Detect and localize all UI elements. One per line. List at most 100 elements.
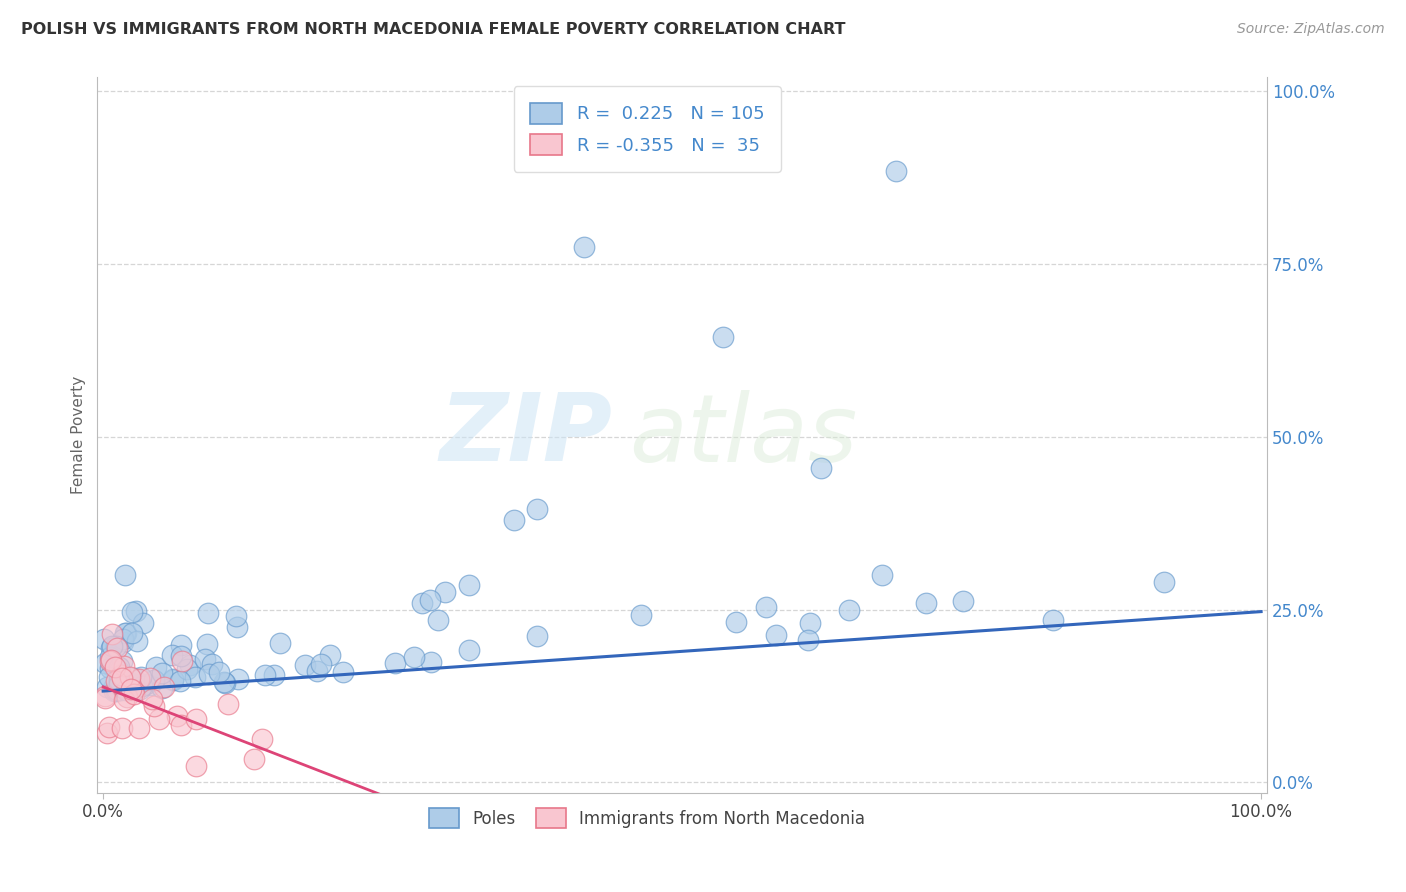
Point bbox=[458, 578, 481, 592]
Point bbox=[176, 663, 198, 677]
Text: ZIP: ZIP bbox=[439, 389, 612, 481]
Point bbox=[169, 674, 191, 689]
Point bbox=[197, 606, 219, 620]
Point bbox=[104, 660, 127, 674]
Point bbox=[526, 629, 548, 643]
Point bbox=[254, 668, 277, 682]
Point bbox=[952, 594, 974, 608]
Point bbox=[121, 626, 143, 640]
Text: atlas: atlas bbox=[630, 390, 858, 481]
Point bbox=[96, 680, 118, 694]
Point bbox=[886, 163, 908, 178]
Point bbox=[129, 682, 152, 697]
Point bbox=[269, 636, 291, 650]
Y-axis label: Female Poverty: Female Poverty bbox=[72, 376, 86, 494]
Point bbox=[101, 659, 124, 673]
Point bbox=[142, 673, 165, 687]
Point bbox=[122, 671, 145, 685]
Point bbox=[419, 592, 441, 607]
Point bbox=[142, 698, 165, 713]
Point bbox=[765, 628, 787, 642]
Point bbox=[250, 732, 273, 747]
Point bbox=[107, 676, 129, 690]
Point bbox=[131, 670, 153, 684]
Point bbox=[160, 648, 183, 662]
Point bbox=[117, 674, 139, 689]
Point bbox=[195, 637, 218, 651]
Point bbox=[94, 691, 117, 706]
Point bbox=[217, 697, 239, 711]
Point bbox=[98, 661, 121, 675]
Point bbox=[110, 679, 132, 693]
Point bbox=[420, 655, 443, 669]
Point bbox=[309, 657, 332, 672]
Point bbox=[94, 656, 117, 670]
Point bbox=[572, 240, 595, 254]
Point bbox=[305, 664, 328, 678]
Point bbox=[132, 616, 155, 631]
Point bbox=[105, 682, 128, 697]
Point bbox=[186, 713, 208, 727]
Point bbox=[100, 640, 122, 655]
Point bbox=[118, 682, 141, 697]
Point bbox=[101, 681, 124, 695]
Point bbox=[838, 603, 860, 617]
Point bbox=[98, 720, 121, 734]
Point bbox=[170, 717, 193, 731]
Point bbox=[134, 677, 156, 691]
Point bbox=[111, 654, 134, 668]
Point bbox=[93, 632, 115, 646]
Point bbox=[526, 502, 548, 516]
Point bbox=[128, 672, 150, 686]
Point bbox=[225, 609, 247, 624]
Point bbox=[630, 608, 652, 623]
Point bbox=[797, 633, 820, 648]
Point bbox=[810, 461, 832, 475]
Point bbox=[108, 673, 131, 688]
Point bbox=[170, 648, 193, 663]
Point bbox=[319, 648, 342, 662]
Point bbox=[148, 712, 170, 726]
Point bbox=[1153, 575, 1175, 590]
Point bbox=[118, 670, 141, 684]
Point bbox=[201, 657, 224, 672]
Point bbox=[105, 674, 128, 689]
Point bbox=[115, 690, 138, 705]
Point bbox=[207, 665, 229, 679]
Point bbox=[107, 664, 129, 678]
Point bbox=[112, 693, 135, 707]
Point bbox=[101, 639, 124, 653]
Point bbox=[112, 659, 135, 673]
Point bbox=[169, 638, 191, 652]
Point bbox=[105, 677, 128, 691]
Point bbox=[179, 658, 201, 673]
Point bbox=[98, 654, 121, 668]
Point bbox=[139, 671, 162, 685]
Point bbox=[110, 668, 132, 682]
Point bbox=[122, 687, 145, 701]
Point bbox=[915, 596, 938, 610]
Point bbox=[214, 676, 236, 690]
Point bbox=[120, 681, 142, 696]
Point bbox=[122, 683, 145, 698]
Point bbox=[263, 668, 285, 682]
Point bbox=[384, 656, 406, 670]
Point bbox=[97, 670, 120, 684]
Point bbox=[458, 642, 481, 657]
Point bbox=[152, 680, 174, 694]
Point bbox=[110, 671, 132, 685]
Point bbox=[110, 668, 132, 682]
Point bbox=[870, 568, 893, 582]
Point bbox=[162, 672, 184, 686]
Point bbox=[94, 689, 117, 703]
Point bbox=[105, 680, 128, 694]
Point bbox=[110, 682, 132, 697]
Point bbox=[294, 657, 316, 672]
Point bbox=[141, 692, 163, 706]
Point bbox=[186, 759, 208, 773]
Point bbox=[411, 596, 433, 610]
Point bbox=[121, 605, 143, 619]
Legend: Poles, Immigrants from North Macedonia: Poles, Immigrants from North Macedonia bbox=[422, 802, 872, 834]
Point bbox=[197, 667, 219, 681]
Point bbox=[115, 626, 138, 640]
